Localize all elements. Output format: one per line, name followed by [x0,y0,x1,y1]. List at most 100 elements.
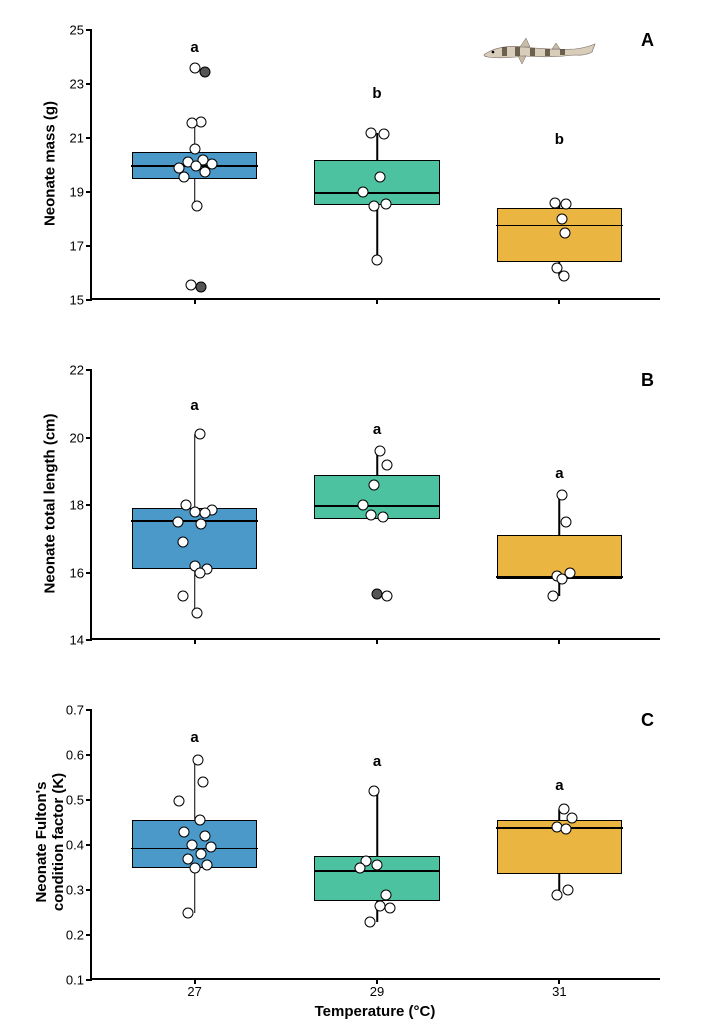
data-point [187,118,198,129]
data-point [561,516,572,527]
data-point [195,429,206,440]
xtick-label: 27 [187,978,201,999]
xtick-mark [376,298,378,304]
data-point [382,459,393,470]
data-point [382,591,393,602]
data-point [196,849,207,860]
data-point [557,574,568,585]
data-point [357,500,368,511]
sig-letter: a [373,421,381,438]
y-axis-label: Neonate mass (g) [42,29,59,299]
data-point [205,842,216,853]
sig-letter: b [372,85,381,102]
y-axis-label: Neonate total length (cm) [42,369,59,639]
data-point [372,860,383,871]
data-point [557,214,568,225]
figure: 151719212325abbA Neonate mass (g)1416182… [0,0,708,1025]
sig-letter: a [373,753,381,770]
sig-letter: a [190,397,198,414]
plot-area: 0.10.20.30.40.50.60.7272931aaaC [90,710,660,980]
xtick-mark [558,298,560,304]
data-point [377,511,388,522]
data-point [186,840,197,851]
ytick-label: 0.4 [66,838,92,853]
data-point [558,270,569,281]
panel-C: 0.10.20.30.40.50.60.7272931aaaCNeonate F… [90,710,660,980]
ytick-label: 22 [70,363,92,378]
data-point [172,516,183,527]
data-point [557,489,568,500]
xtick-mark [558,638,560,644]
data-point [195,567,206,578]
data-point [384,903,395,914]
data-point [561,199,572,210]
ytick-label: 0.3 [66,883,92,898]
data-point [357,187,368,198]
shark-icon [480,34,600,73]
data-point [380,889,391,900]
panel-letter: A [641,30,654,51]
data-point [199,66,210,77]
xtick-label: 31 [552,978,566,999]
data-point [179,826,190,837]
data-point [547,591,558,602]
data-point [178,591,189,602]
ytick-label: 15 [70,293,92,308]
sig-letter: a [190,39,198,56]
data-point [365,916,376,927]
xtick-mark [194,638,196,644]
ytick-label: 25 [70,23,92,38]
sig-letter: a [190,729,198,746]
panel-letter: B [641,370,654,391]
median-line [314,505,440,507]
data-point [549,197,560,208]
data-point [551,889,562,900]
data-point [354,862,365,873]
panel-B: 1416182022aaaBNeonate total length (cm) [90,370,660,640]
ytick-label: 21 [70,131,92,146]
data-point [380,199,391,210]
data-point [173,795,184,806]
data-point [189,143,200,154]
box [314,160,439,206]
data-point [366,127,377,138]
data-point [193,754,204,765]
data-point [199,831,210,842]
ytick-label: 17 [70,239,92,254]
median-line [314,192,440,194]
xtick-mark [194,298,196,304]
sig-letter: a [555,465,563,482]
sig-letter: a [555,777,563,794]
data-point [369,479,380,490]
ytick-label: 0.1 [66,973,92,988]
data-point [196,281,207,292]
data-point [202,860,213,871]
xtick-mark [376,638,378,644]
x-axis-label: Temperature (°C) [90,1003,660,1020]
data-point [178,537,189,548]
ytick-label: 19 [70,185,92,200]
data-point [374,446,385,457]
data-point [195,815,206,826]
panel-letter: C [641,710,654,731]
data-point [199,166,210,177]
ytick-label: 20 [70,430,92,445]
data-point [561,824,572,835]
data-point [378,128,389,139]
ytick-label: 0.2 [66,928,92,943]
data-point [366,510,377,521]
ytick-label: 14 [70,633,92,648]
data-point [375,172,386,183]
plot-area: 151719212325abbA [90,30,660,300]
sig-letter: b [555,131,564,148]
data-point [198,777,209,788]
data-point [196,518,207,529]
ytick-label: 0.6 [66,748,92,763]
data-point [566,813,577,824]
median-line [131,520,257,522]
y-axis-label: Neonate Fulton'scondition factor (K) [33,707,67,977]
ytick-label: 0.5 [66,793,92,808]
median-line [496,225,622,227]
ytick-label: 23 [70,77,92,92]
data-point [369,786,380,797]
